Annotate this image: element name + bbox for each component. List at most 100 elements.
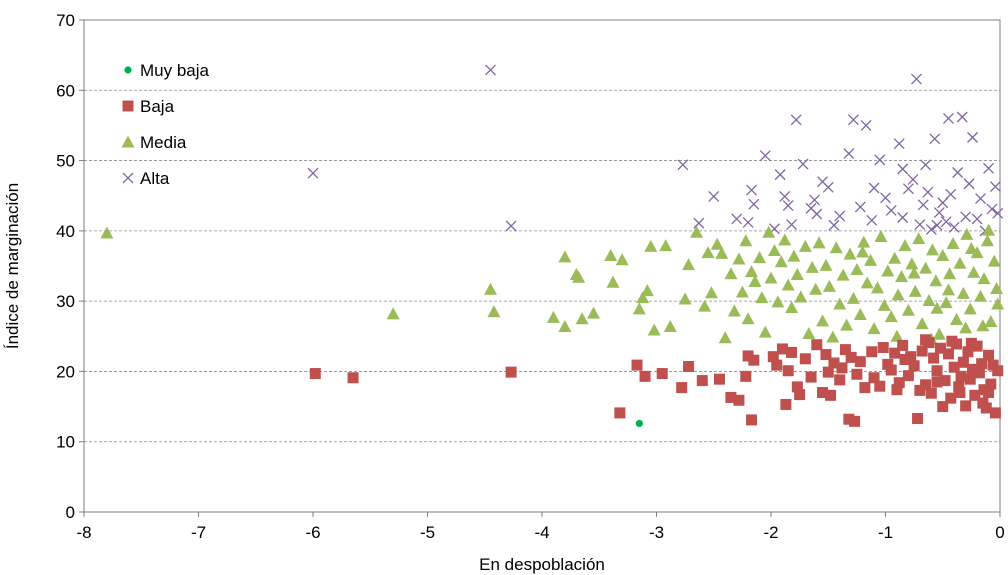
data-point — [953, 256, 967, 269]
x-tick-label: -1 — [878, 523, 893, 542]
data-point — [735, 285, 749, 298]
y-tick-label: 30 — [56, 292, 75, 311]
data-point — [984, 315, 998, 328]
data-point — [715, 246, 729, 259]
data-point — [701, 246, 715, 259]
data-point — [939, 296, 953, 309]
data-point — [965, 337, 977, 349]
data-point — [912, 232, 926, 245]
legend-item: Muy baja — [124, 61, 210, 80]
data-point — [868, 182, 880, 194]
data-point — [683, 361, 695, 373]
data-point — [946, 335, 958, 347]
data-point — [925, 243, 939, 256]
data-point — [809, 282, 823, 295]
y-tick-label: 70 — [56, 11, 75, 30]
data-point — [915, 317, 929, 330]
data-point — [857, 235, 871, 248]
x-tick-label: -8 — [76, 523, 91, 542]
data-point — [970, 246, 984, 259]
data-point — [558, 250, 572, 263]
gridlines — [84, 89, 1000, 443]
data-point — [614, 407, 626, 419]
data-point — [836, 268, 850, 281]
data-point — [606, 275, 620, 288]
data-point — [928, 352, 940, 364]
data-point — [919, 261, 933, 274]
data-point — [957, 356, 969, 368]
data-point — [731, 213, 743, 225]
data-point — [897, 163, 909, 175]
data-point — [880, 192, 891, 204]
legend-marker — [121, 135, 135, 148]
data-point — [826, 330, 840, 343]
data-point — [816, 314, 830, 327]
data-point — [843, 247, 857, 260]
data-point — [907, 266, 921, 279]
data-point — [982, 223, 996, 236]
data-point — [811, 339, 823, 351]
x-axis: -8 -7 -6 -5 -4 -3 -2 -1 0 — [76, 512, 1005, 542]
data-point — [893, 377, 905, 389]
data-point — [347, 372, 359, 384]
legend-label: Muy baja — [140, 61, 210, 80]
data-point — [713, 373, 725, 385]
data-point — [963, 178, 975, 190]
data-point — [718, 331, 732, 344]
data-point — [983, 162, 995, 174]
data-point — [992, 207, 1004, 219]
data-point — [828, 357, 840, 369]
data-point — [977, 397, 989, 409]
data-point — [698, 299, 712, 312]
data-point — [764, 271, 778, 284]
data-point — [931, 219, 943, 231]
data-point — [967, 265, 981, 278]
data-point — [849, 415, 861, 427]
data-point — [704, 286, 718, 299]
data-point — [969, 389, 981, 401]
data-point — [922, 186, 934, 198]
data-point — [840, 318, 854, 331]
data-point — [960, 227, 974, 240]
data-point — [787, 249, 801, 262]
data-point — [748, 198, 760, 210]
data-point — [870, 281, 884, 294]
data-point — [558, 319, 572, 332]
data-point — [615, 253, 629, 266]
data-point — [745, 265, 759, 278]
data-point — [732, 252, 746, 265]
data-point — [989, 181, 1001, 193]
y-tick-label: 20 — [56, 362, 75, 381]
data-point — [864, 253, 878, 266]
data-point — [929, 274, 943, 287]
data-point — [774, 255, 788, 268]
data-point — [890, 329, 904, 342]
data-point — [933, 207, 945, 219]
data-point — [799, 353, 811, 365]
data-point — [943, 112, 954, 124]
data-point — [690, 225, 704, 238]
data-point — [647, 323, 661, 336]
data-point — [954, 387, 966, 399]
legend-marker — [122, 100, 134, 112]
data-point — [786, 219, 798, 230]
data-point — [739, 234, 753, 247]
data-point — [891, 384, 903, 396]
data-point — [771, 295, 785, 308]
data-point — [822, 366, 834, 378]
data-point — [725, 391, 737, 403]
data-point — [931, 376, 943, 388]
data-point — [889, 347, 901, 359]
data-point — [867, 322, 881, 335]
data-point — [682, 258, 696, 271]
y-tick-label: 0 — [66, 503, 75, 522]
data-point — [884, 310, 898, 323]
data-point — [948, 221, 960, 233]
data-point — [708, 190, 720, 202]
data-point — [912, 413, 924, 425]
data-point — [644, 239, 658, 252]
x-tick-label: -2 — [763, 523, 778, 542]
data-point — [908, 284, 922, 297]
data-point — [964, 373, 976, 385]
data-point — [659, 239, 673, 252]
